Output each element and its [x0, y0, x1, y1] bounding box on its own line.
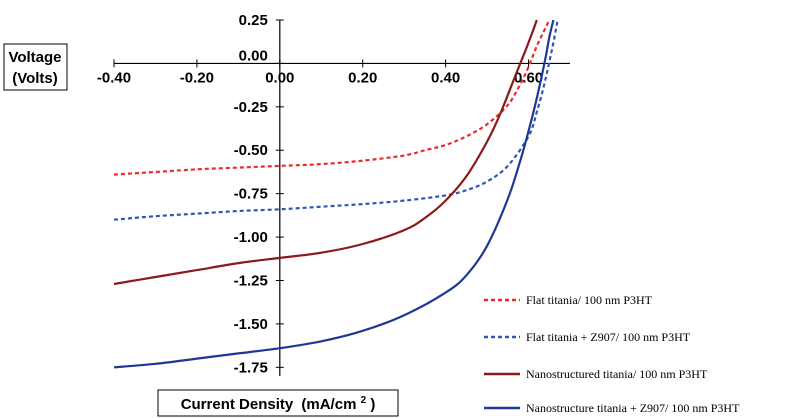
- y-tick-label: -0.25: [234, 99, 268, 116]
- series-line-2: [113, 19, 559, 221]
- series-layer: [113, 19, 559, 369]
- series-line-3: [113, 19, 538, 286]
- y-axis-ticks: 0.25 -0.25 -0.50 -0.75 -1.00 -1.25 -1.50 -1.75 0…: [234, 12, 284, 376]
- series-line-1: [113, 19, 551, 176]
- x-tick-label: 0.60: [514, 69, 543, 86]
- legend-label: Nanostructure titania + Z907/ 100 nm P3H…: [526, 401, 740, 415]
- y-tick-label: -1.00: [234, 229, 268, 246]
- legend-label: Nanostructured titania/ 100 nm P3HT: [526, 367, 708, 381]
- x-tick-label: 0.40: [431, 69, 460, 86]
- x-tick-label: -0.40: [97, 69, 131, 86]
- y-axis-title-sup: 2: [361, 395, 367, 406]
- x-axis-title-line1: Voltage: [8, 49, 61, 66]
- x-axis-title-line2: (Volts): [12, 70, 58, 87]
- y-axis-title: Current Density (mA/cm 2 ): [157, 389, 399, 417]
- x-axis-title: Voltage (Volts): [3, 43, 68, 91]
- x-tick-label: -0.20: [180, 69, 214, 86]
- y-tick-label: -0.75: [234, 186, 268, 203]
- y-axis-title-unit: (mA/cm: [301, 396, 356, 413]
- x-tick-label: 0.20: [348, 69, 377, 86]
- y-tick-label: -1.50: [234, 316, 268, 333]
- legend: Flat titania/ 100 nm P3HT Flat titania + …: [484, 293, 740, 415]
- y-tick-label: 0.25: [239, 12, 268, 29]
- y-tick-label: -0.50: [234, 142, 268, 159]
- y-tick-label: -1.75: [234, 359, 268, 376]
- y-axis-title-close: ): [370, 396, 375, 413]
- series-line-4: [113, 19, 555, 369]
- legend-label: Flat titania + Z907/ 100 nm P3HT: [526, 330, 691, 344]
- y-tick-label: -1.25: [234, 272, 268, 289]
- y-axis-title-main: Current Density: [181, 396, 294, 413]
- y-axis-title-text: Current Density (mA/cm 2 ): [181, 390, 376, 413]
- y-tick-label: 0.00: [239, 47, 268, 64]
- x-tick-label: 0.00: [265, 69, 294, 86]
- legend-label: Flat titania/ 100 nm P3HT: [526, 293, 653, 307]
